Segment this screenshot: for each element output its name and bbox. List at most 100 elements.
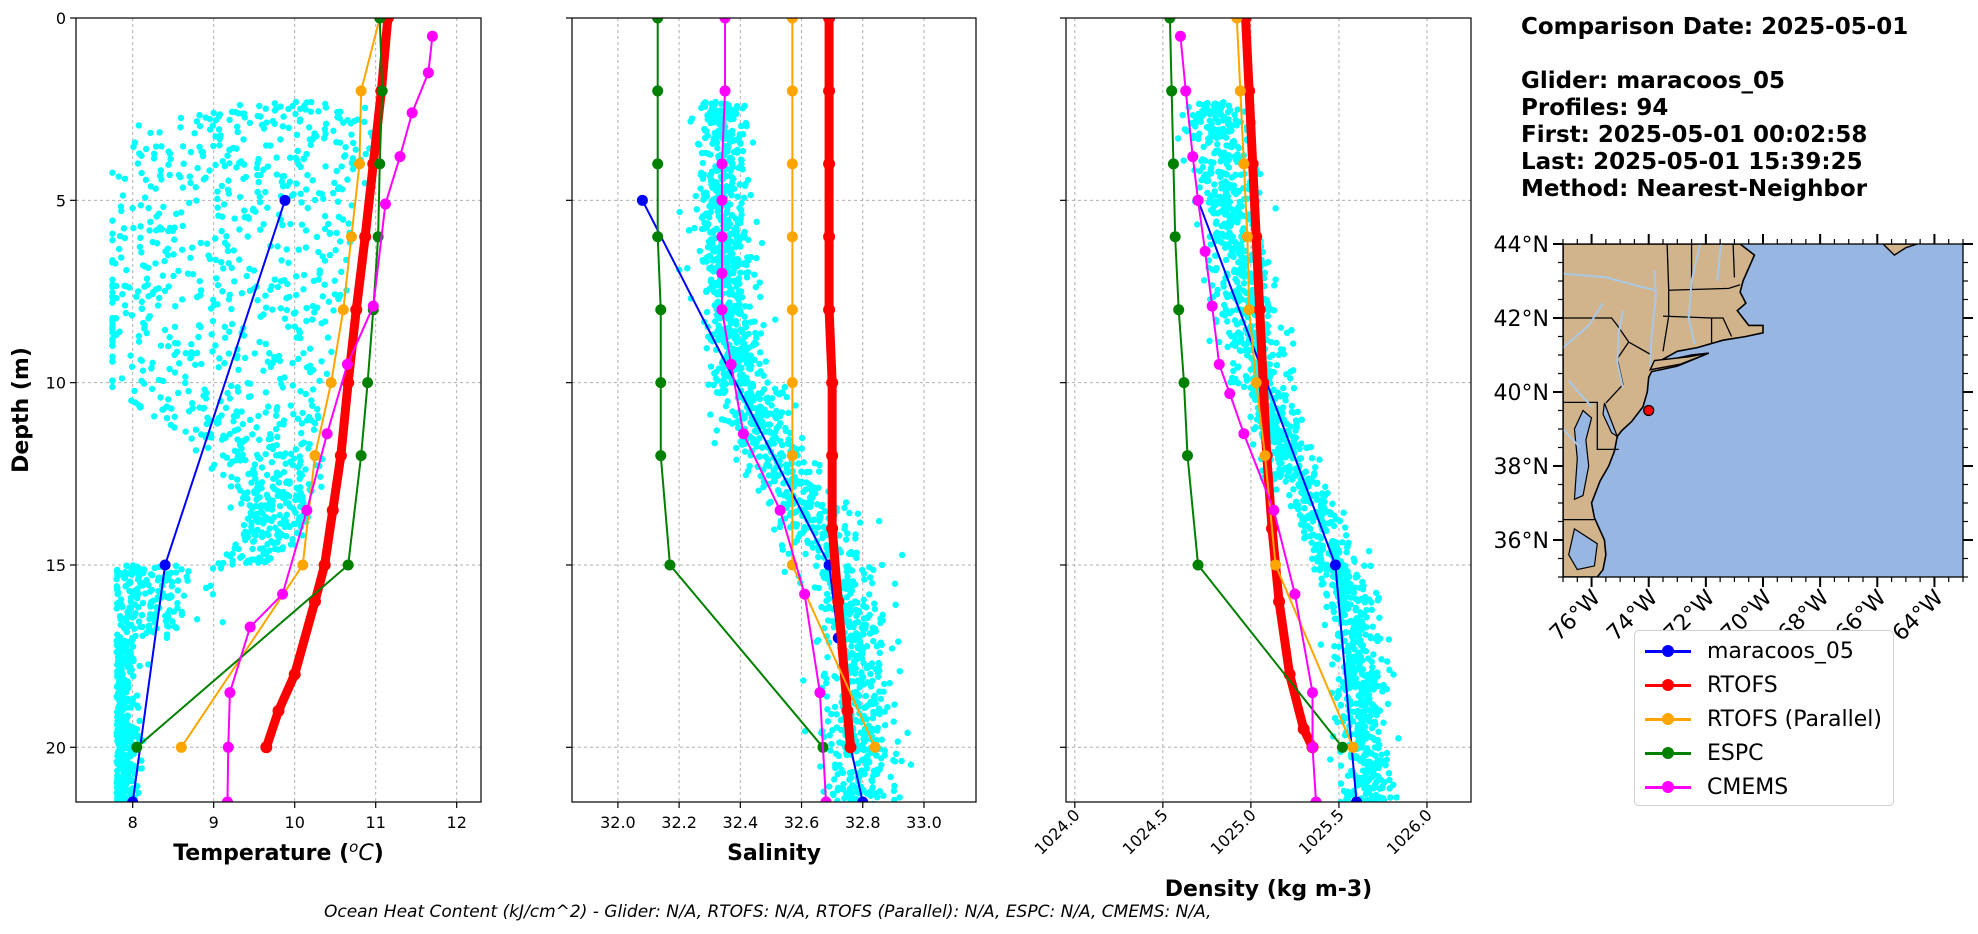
scatter-point — [1237, 347, 1245, 354]
scatter-point — [231, 278, 238, 285]
scatter-point — [759, 418, 766, 425]
scatter-point — [121, 796, 128, 802]
axes-frame — [75, 17, 482, 803]
scatter-point — [252, 532, 260, 539]
scatter-point — [116, 634, 124, 641]
scatter-point — [727, 317, 735, 325]
scatter-point — [708, 264, 715, 271]
scatter-point — [188, 435, 195, 442]
scatter-point — [1265, 258, 1272, 266]
scatter-point — [1378, 751, 1385, 758]
scatter-point — [1289, 433, 1297, 441]
scatter-point — [800, 459, 807, 466]
scatter-point — [781, 383, 788, 391]
scatter-point — [1216, 200, 1223, 207]
scatter-point — [1364, 733, 1371, 741]
scatter-point — [271, 276, 279, 283]
scatter-point — [871, 600, 878, 607]
scatter-point — [134, 288, 142, 295]
scatter-point — [1224, 192, 1231, 200]
scatter-point — [212, 235, 219, 242]
scatter-point — [113, 708, 121, 716]
scatter-point — [302, 227, 310, 234]
scatter-point — [308, 98, 315, 106]
scatter-point — [187, 148, 195, 156]
scatter-point — [120, 225, 128, 232]
scatter-point — [218, 227, 225, 235]
series-point — [379, 198, 391, 210]
scatter-point — [214, 188, 221, 195]
scatter-point — [118, 601, 125, 609]
scatter-point — [767, 498, 775, 506]
scatter-point — [293, 180, 300, 187]
scatter-point — [157, 167, 164, 174]
scatter-point — [112, 260, 119, 267]
scatter-point — [193, 197, 200, 204]
scatter-point — [1307, 525, 1314, 533]
x-tick-label: 9 — [209, 813, 219, 832]
scatter-point — [829, 727, 836, 734]
scatter-point — [131, 387, 138, 395]
last-time: Last: 2025-05-01 15:39:25 — [1521, 149, 1863, 175]
scatter-point — [234, 128, 241, 136]
scatter-point — [714, 182, 722, 190]
y-axis-label: Depth (m) — [9, 347, 34, 473]
scatter-point — [1220, 117, 1227, 124]
scatter-point — [135, 338, 143, 345]
series-point — [1259, 450, 1271, 462]
scatter-point — [773, 407, 780, 415]
scatter-point — [858, 655, 866, 662]
scatter-point — [138, 298, 145, 305]
scatter-point — [285, 259, 292, 267]
scatter-point — [228, 473, 235, 481]
scatter-point — [1332, 539, 1339, 546]
scatter-point — [116, 775, 124, 782]
scatter-point — [869, 778, 876, 785]
scatter-point — [836, 761, 843, 769]
scatter-point — [709, 198, 716, 206]
series-point — [823, 230, 836, 243]
scatter-point — [1350, 633, 1357, 641]
scatter-point — [149, 289, 157, 296]
scatter-point — [1282, 478, 1289, 485]
series-point — [376, 85, 388, 97]
scatter-point — [1230, 367, 1237, 375]
scatter-point — [253, 451, 261, 459]
scatter-point — [161, 287, 169, 295]
scatter-point — [877, 695, 884, 703]
series-point — [1224, 388, 1236, 400]
scatter-point — [135, 604, 142, 611]
legend-entry-rtofs-parallel: RTOFS (Parallel) — [1635, 704, 1882, 734]
map-lat-label: 44°N — [1494, 233, 1549, 258]
scatter-point — [1231, 341, 1239, 348]
scatter-point — [219, 213, 226, 220]
scatter-point — [1355, 632, 1363, 639]
scatter-point — [751, 356, 758, 364]
series-point — [1241, 231, 1253, 243]
scatter-point — [282, 450, 289, 457]
scatter-point — [755, 390, 762, 397]
scatter-point — [1365, 806, 1371, 812]
series-point — [1246, 157, 1259, 170]
scatter-point — [188, 400, 196, 407]
scatter-point — [196, 122, 204, 130]
scatter-point — [792, 402, 799, 409]
scatter-point — [898, 757, 905, 765]
scatter-point — [1208, 130, 1215, 138]
scatter-point — [753, 439, 760, 446]
scatter-point — [1272, 205, 1279, 212]
scatter-point — [332, 246, 339, 254]
scatter-point — [274, 404, 281, 411]
scatter-point — [1327, 511, 1334, 518]
scatter-point — [730, 345, 737, 353]
scatter-point — [1264, 312, 1272, 320]
scatter-point — [223, 454, 231, 461]
state-border — [1732, 244, 1736, 278]
scatter-point — [314, 405, 321, 413]
scatter-point — [277, 136, 284, 143]
scatter-point — [302, 106, 309, 113]
plot-area — [636, 18, 915, 802]
scatter-point — [281, 315, 289, 322]
scatter-point — [833, 724, 841, 731]
scatter-point — [272, 425, 280, 433]
